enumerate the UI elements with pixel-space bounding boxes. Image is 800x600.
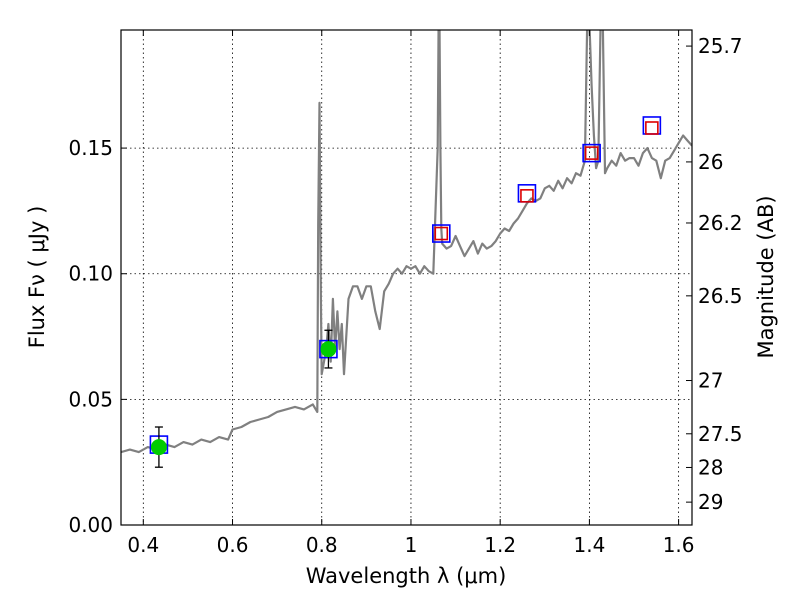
right-tick-label: 25.7: [698, 34, 743, 58]
x-tick-label: 0.8: [306, 533, 338, 557]
grid: [121, 30, 692, 525]
photometry_hst-marker: [645, 121, 659, 135]
x-tick-label: 0.6: [217, 533, 249, 557]
right-tick-label: 29: [698, 490, 723, 514]
ground-photometry-marker: [150, 439, 167, 456]
y-axis-label: Flux Fν ( μJy ): [25, 206, 49, 349]
right-tick-label: 26.5: [698, 284, 743, 308]
spectrum-line: [121, 30, 692, 454]
photometry_hst-marker: [584, 146, 599, 160]
ground-photometry-marker: [320, 341, 337, 358]
right-tick-label: 26.2: [698, 211, 743, 235]
x-tick-label: 1: [405, 533, 418, 557]
right-tick-label: 26: [698, 150, 723, 174]
y-tick-label: 0.05: [68, 387, 113, 411]
x-axis-label: Wavelength λ (μm): [306, 564, 507, 588]
y-tick-label: 0.15: [68, 136, 113, 160]
plot-area: [121, 30, 692, 468]
right-tick-label: 27.5: [698, 422, 743, 446]
y-tick-label: 0.10: [68, 262, 113, 286]
x-tick-label: 1.6: [663, 533, 695, 557]
right-tick-label: 28: [698, 455, 723, 479]
right-axis-label: Magnitude (AB): [754, 195, 778, 358]
right-tick-label: 27: [698, 369, 723, 393]
axes-frame: [120, 29, 693, 526]
x-tick-label: 0.4: [127, 533, 159, 557]
model_photometry-marker: [431, 224, 451, 243]
photometry_hst-marker: [520, 189, 534, 203]
model_photometry-marker: [582, 143, 601, 163]
photometry_hst-marker: [434, 226, 449, 241]
ticks: 0.4 0.6 0.8 1 1.2 1.4 1.6 0.00 0.05 0.10 0.15 25.7 2…: [68, 30, 743, 557]
y-tick-label: 0.00: [68, 513, 113, 537]
x-tick-label: 1.4: [573, 533, 605, 557]
x-tick-label: 1.2: [484, 533, 516, 557]
